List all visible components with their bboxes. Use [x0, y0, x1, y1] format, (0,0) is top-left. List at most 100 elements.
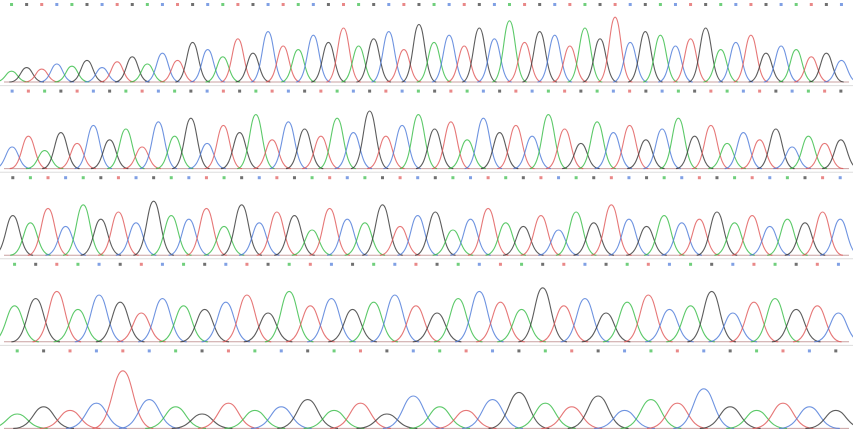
base-call-dot — [583, 3, 587, 6]
base-call-dot — [176, 3, 180, 6]
trace-peak — [74, 124, 113, 170]
trace-peak — [224, 409, 286, 429]
trace-peak — [431, 34, 467, 83]
base-call-dot — [384, 89, 388, 93]
base-call-dot — [169, 176, 173, 180]
base-call-dot — [764, 3, 768, 6]
trace-peak — [116, 312, 166, 343]
trace-peak — [431, 121, 470, 170]
trace-peak — [646, 402, 708, 429]
base-call-dot — [254, 89, 258, 93]
trace-peak — [62, 204, 104, 256]
trace-peak — [497, 308, 546, 343]
trace-peak — [53, 308, 103, 343]
trace-peak — [643, 215, 685, 256]
base-call-dot — [749, 3, 753, 6]
base-call-dot — [834, 349, 838, 353]
base-call-dot — [417, 3, 421, 6]
base-call-dot — [42, 349, 46, 353]
base-call-dot — [465, 89, 469, 93]
base-call-dot — [546, 89, 550, 93]
base-call-dot — [451, 176, 455, 180]
base-call-dot — [206, 3, 210, 6]
base-call-dot — [75, 89, 79, 93]
trace-peak — [180, 308, 230, 343]
trace-peak — [502, 225, 544, 256]
base-call-dot — [281, 3, 285, 6]
base-call-dot — [15, 349, 19, 353]
base-call-dot — [604, 262, 608, 266]
base-call-dot — [492, 3, 496, 6]
trace-peak — [750, 298, 800, 343]
trace-peak — [9, 67, 45, 83]
base-call-dot — [97, 262, 101, 266]
base-call-dot — [368, 89, 372, 93]
trace-peak — [302, 135, 340, 170]
base-call-dot — [116, 176, 120, 180]
base-call-dot — [538, 3, 542, 6]
trace-peak — [220, 132, 259, 170]
base-call-dot — [563, 89, 567, 93]
trace-peak — [277, 399, 339, 429]
trace-peak — [399, 114, 438, 170]
base-call-dot — [628, 89, 632, 93]
trace-peak — [25, 150, 64, 170]
trace-peak — [269, 121, 308, 170]
trace-peak — [54, 65, 90, 83]
trace-peak — [412, 312, 462, 343]
base-call-dot — [68, 349, 72, 353]
base-call-dot — [319, 89, 323, 93]
trace-peak — [160, 59, 195, 83]
trace-peak — [552, 45, 588, 83]
trace-peak — [539, 305, 589, 343]
base-call-dot — [43, 89, 47, 93]
trace-peak — [659, 117, 698, 170]
base-call-dot — [363, 176, 367, 180]
base-call-dot — [514, 89, 518, 93]
trace-peak — [371, 31, 407, 83]
trace-peak — [129, 63, 165, 83]
base-call-dot — [750, 176, 754, 180]
base-call-dot — [836, 262, 840, 266]
trace-peak — [643, 128, 681, 170]
base-call-dot — [257, 176, 261, 180]
base-call-dot — [55, 3, 59, 6]
base-call-dot — [416, 176, 420, 180]
base-call-dot — [70, 3, 74, 6]
trace-peak — [370, 294, 420, 343]
trace-peak — [432, 229, 474, 256]
trace-peak — [220, 38, 256, 83]
trace-peak — [594, 409, 655, 429]
trace-peak — [171, 413, 233, 429]
base-call-dot — [697, 176, 701, 180]
base-call-dot — [579, 89, 583, 93]
trace-peak — [27, 207, 69, 256]
base-call-dot — [94, 349, 98, 353]
trace-peak — [133, 200, 175, 256]
trace-peak — [462, 399, 523, 429]
trace-peak — [608, 218, 650, 256]
trace-peak — [696, 211, 738, 256]
trace-peak — [726, 409, 787, 429]
trace-peak — [250, 31, 286, 83]
base-call-dot — [292, 176, 296, 180]
trace-peak — [691, 124, 730, 170]
trace-peak — [42, 132, 80, 170]
base-call-dot — [34, 262, 38, 266]
trace-peak — [238, 222, 280, 256]
trace-peak — [84, 67, 120, 83]
trace-peak — [537, 34, 573, 83]
base-call-dot — [55, 262, 59, 266]
trace-peak — [612, 41, 648, 83]
trace-peak — [409, 406, 471, 429]
trace-peak — [687, 290, 737, 343]
trace-peak — [39, 63, 75, 83]
trace-peak — [95, 301, 145, 343]
base-call-dot — [433, 89, 437, 93]
trace-peak — [24, 68, 60, 83]
base-call-dot — [152, 176, 156, 180]
trace-peak — [285, 305, 335, 343]
base-call-dot — [200, 349, 204, 353]
base-call-dot — [517, 349, 521, 353]
